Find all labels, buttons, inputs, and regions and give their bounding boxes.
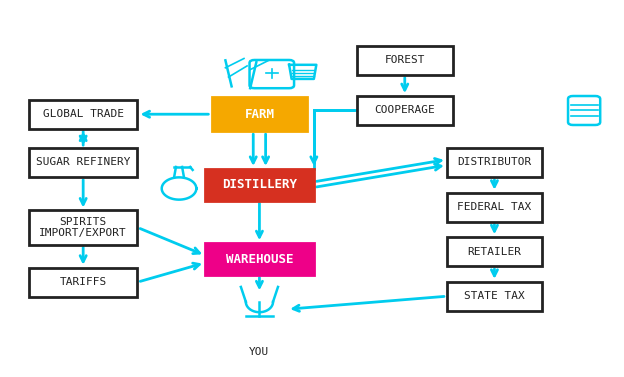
FancyBboxPatch shape [357,96,452,125]
FancyBboxPatch shape [447,193,542,222]
Text: DISTILLERY: DISTILLERY [222,178,297,191]
FancyBboxPatch shape [29,100,137,129]
Text: RETAILER: RETAILER [467,247,522,257]
FancyBboxPatch shape [29,148,137,177]
Text: FOREST: FOREST [384,55,425,65]
Text: SUGAR REFINERY: SUGAR REFINERY [36,158,130,167]
FancyBboxPatch shape [29,268,137,297]
Text: TARIFFS: TARIFFS [59,277,107,287]
FancyBboxPatch shape [447,148,542,177]
Text: SPIRITS
IMPORT/EXPORT: SPIRITS IMPORT/EXPORT [39,217,127,238]
Text: WAREHOUSE: WAREHOUSE [226,253,293,265]
Text: FARM: FARM [245,108,275,121]
Text: STATE TAX: STATE TAX [464,291,525,301]
FancyBboxPatch shape [29,210,137,245]
FancyBboxPatch shape [205,243,313,275]
FancyBboxPatch shape [357,46,452,75]
Text: DISTRIBUTOR: DISTRIBUTOR [457,158,532,167]
Text: YOU: YOU [250,347,270,357]
Text: GLOBAL TRADE: GLOBAL TRADE [42,109,124,119]
FancyBboxPatch shape [212,97,308,131]
Text: COOPERAGE: COOPERAGE [374,106,435,115]
FancyBboxPatch shape [205,169,313,201]
Text: FEDERAL TAX: FEDERAL TAX [457,202,532,212]
FancyBboxPatch shape [447,282,542,311]
FancyBboxPatch shape [447,237,542,266]
